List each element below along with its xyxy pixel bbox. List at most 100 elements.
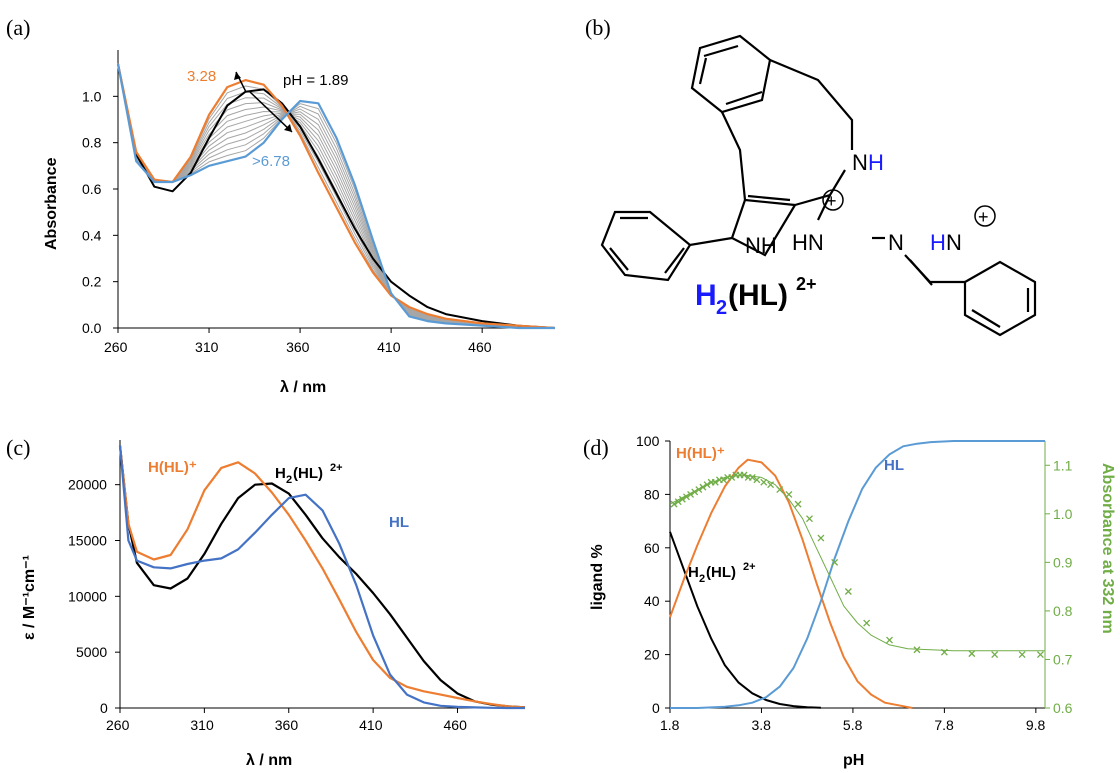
- x-tick-label: 310: [195, 339, 219, 355]
- x-tick-label: 7.8: [934, 717, 954, 733]
- chart-d-species-distribution: 1.8 3.8 5.8 7.8 9.8 0 20 40 60 80 100 0.6 0.7 0.8 0.9 1…: [589, 433, 1116, 769]
- y-tick-label: 60: [644, 540, 660, 556]
- data-point-marker: [695, 486, 703, 494]
- series-line-start: [117, 63, 556, 329]
- data-point-marker: [785, 490, 793, 498]
- x-tick-label: 9.8: [1026, 717, 1046, 733]
- data-point-marker: [831, 558, 839, 566]
- x-axis-label: λ / nm: [280, 379, 326, 396]
- y-tick-label: 5000: [76, 644, 107, 660]
- data-point-marker: [817, 534, 825, 542]
- panel-label-b: (b): [585, 15, 611, 40]
- y-tick-label: 0.8: [82, 135, 102, 151]
- data-point-marker: [748, 473, 756, 481]
- y-tick-label: 40: [644, 593, 660, 609]
- data-point-marker: [806, 515, 813, 523]
- series-label-H2HL-rest: (HL): [293, 465, 323, 482]
- atom-NH-indole: NH: [745, 233, 777, 258]
- series-label-H2HL-main: H: [688, 564, 699, 581]
- chart-c-molar-absorptivity: 260 310 360 410 460 0 5000 10000 15000 20000 λ / n…: [21, 440, 526, 769]
- data-point-marker: [991, 651, 999, 659]
- data-point-marker: [674, 498, 682, 506]
- series-line-H2(HL)2+: [669, 531, 821, 709]
- y-tick-label: 0.0: [82, 320, 102, 336]
- series-label-HHL: H(HL)⁺: [148, 459, 197, 476]
- arrowhead: [234, 72, 241, 80]
- annotation-ph-start: pH = 1.89: [283, 72, 348, 89]
- panel-label-a: (a): [6, 15, 30, 40]
- data-point-marker: [728, 473, 736, 481]
- y-tick-label: 20: [644, 647, 660, 663]
- x-axis-label: pH: [843, 752, 864, 769]
- data-point-marker: [886, 636, 893, 644]
- data-point-marker: [767, 481, 775, 489]
- series-label-H2HL-rest: (HL): [706, 564, 736, 581]
- series-line-max: [116, 63, 556, 330]
- right-y-tick-label: 0.8: [1053, 603, 1073, 619]
- plus-sign-1: +: [826, 191, 837, 211]
- right-y-tick-label: 0.6: [1053, 700, 1073, 716]
- atom-HN-hydrazone: HN: [792, 230, 824, 255]
- data-point-marker: [863, 619, 871, 627]
- x-tick-label: 360: [275, 717, 299, 733]
- y-axis-label: ligand %: [589, 544, 606, 610]
- y-tick-label: 0: [100, 700, 108, 716]
- data-point-marker: [760, 478, 768, 486]
- right-y-tick-label: 1.1: [1053, 457, 1073, 473]
- series-label-HL: HL: [389, 514, 409, 531]
- x-tick-label: 460: [468, 339, 492, 355]
- pyridine-ring: [963, 260, 1037, 337]
- annotation-ph-mid: 3.28: [187, 68, 216, 85]
- panel-label-c: (c): [6, 435, 30, 460]
- structure-atom-labels: N H + NH HN N H N +: [745, 150, 996, 258]
- y-tick-label: 80: [644, 486, 660, 502]
- data-point-marker: [968, 650, 976, 658]
- y-tick-label: 1.0: [82, 88, 102, 104]
- x-tick-label: 310: [190, 717, 214, 733]
- atom-H-ring: H: [868, 150, 884, 175]
- data-point-marker: [687, 490, 695, 498]
- name-HL: (HL): [728, 279, 788, 312]
- right-y-tick-label: 0.9: [1053, 554, 1073, 570]
- series-line-H(HL)+: [118, 445, 526, 709]
- x-tick-label: 260: [104, 339, 128, 355]
- chart-a-absorbance-titration: 260 310 360 410 460 0.0 0.2 0.4 0.6 0.8 1.0 λ / nm A…: [43, 50, 556, 396]
- data-point-marker: [844, 588, 852, 595]
- data-point-marker: [699, 483, 707, 491]
- y-tick-label: 10000: [68, 588, 107, 604]
- panel-label-d: (d): [583, 435, 609, 460]
- series-line-H2(HL)2+: [118, 445, 526, 709]
- data-point-marker: [940, 648, 948, 656]
- x-axis-label: λ / nm: [246, 752, 292, 769]
- indole-five-ring: [730, 199, 796, 257]
- charge-circle-1: [822, 189, 844, 211]
- data-point-marker: [740, 471, 748, 479]
- chemical-structure-H2HL: [600, 34, 1037, 337]
- indole-benzene-ring: [600, 210, 733, 282]
- series-label-H2HL-main: H: [275, 465, 286, 482]
- right-y-tick-label: 0.7: [1053, 651, 1073, 667]
- data-point-marker: [703, 481, 711, 489]
- data-point-marker: [683, 493, 690, 501]
- data-point-marker: [1018, 651, 1026, 659]
- right-y-tick-label: 1.0: [1053, 506, 1073, 522]
- y-axis-label: Absorbance: [43, 157, 60, 250]
- atom-H-pyridinium: H: [930, 230, 946, 255]
- y-axis-label: ε / M⁻¹cm⁻¹: [21, 555, 38, 640]
- x-tick-label: 410: [377, 339, 401, 355]
- y-tick-label: 0.6: [82, 181, 102, 197]
- name-sub-2: 2: [716, 297, 727, 319]
- name-H: H: [695, 279, 717, 312]
- x-tick-label: 460: [444, 717, 468, 733]
- y-tick-label: 15000: [68, 533, 107, 549]
- series-label-H2HL-sub: 2: [699, 573, 705, 585]
- x-tick-label: 3.8: [751, 717, 771, 733]
- data-point-marker: [794, 500, 802, 508]
- x-tick-label: 410: [359, 717, 383, 733]
- series-label-HHL: H(HL)⁺: [676, 445, 725, 462]
- series-line-HL: [670, 440, 1045, 709]
- series-label-HL: HL: [884, 457, 904, 474]
- data-point-marker: [691, 488, 699, 496]
- azocine-ring: [721, 58, 854, 207]
- atom-N-ring: N: [852, 150, 868, 175]
